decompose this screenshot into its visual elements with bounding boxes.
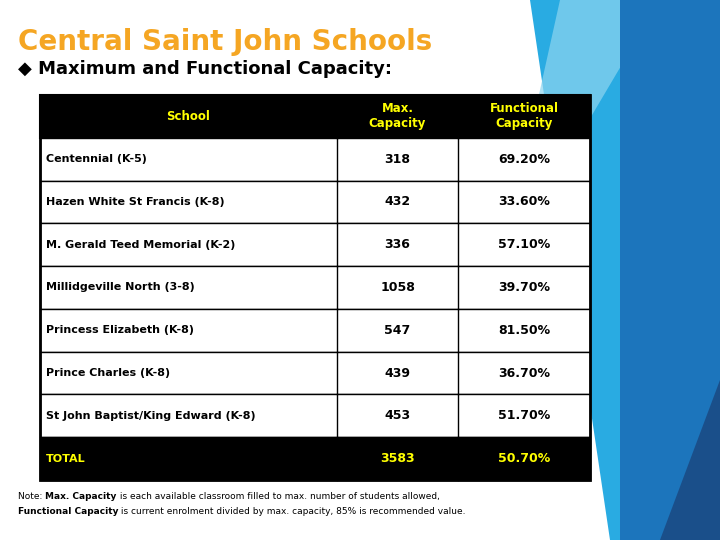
Text: Max. Capacity: Max. Capacity <box>45 492 117 501</box>
Text: Millidgeville North (3-8): Millidgeville North (3-8) <box>46 282 194 293</box>
Text: 81.50%: 81.50% <box>498 324 550 337</box>
Text: 547: 547 <box>384 324 410 337</box>
Bar <box>40 437 590 480</box>
Text: Max.
Capacity: Max. Capacity <box>369 103 426 130</box>
Text: 439: 439 <box>384 367 410 380</box>
Text: School: School <box>166 110 210 123</box>
Text: 50.70%: 50.70% <box>498 452 550 465</box>
Bar <box>40 180 590 224</box>
Text: 336: 336 <box>384 238 410 251</box>
Text: 453: 453 <box>384 409 410 422</box>
Polygon shape <box>620 0 720 540</box>
Text: M. Gerald Teed Memorial (K-2): M. Gerald Teed Memorial (K-2) <box>46 240 235 249</box>
Polygon shape <box>660 380 720 540</box>
Text: 3583: 3583 <box>380 452 415 465</box>
Text: is each available classroom filled to max. number of students allowed,: is each available classroom filled to ma… <box>117 492 439 501</box>
Polygon shape <box>530 0 720 540</box>
Bar <box>40 309 590 352</box>
Text: Hazen White St Francis (K-8): Hazen White St Francis (K-8) <box>46 197 225 207</box>
Bar <box>40 394 590 437</box>
Text: Functional
Capacity: Functional Capacity <box>490 103 559 130</box>
Text: 432: 432 <box>384 195 410 208</box>
Text: 51.70%: 51.70% <box>498 409 550 422</box>
Text: Note:: Note: <box>18 492 45 501</box>
Polygon shape <box>520 0 660 220</box>
Text: 1058: 1058 <box>380 281 415 294</box>
Text: 57.10%: 57.10% <box>498 238 550 251</box>
Text: 318: 318 <box>384 153 410 166</box>
Text: is current enrolment divided by max. capacity, 85% is recommended value.: is current enrolment divided by max. cap… <box>119 507 466 516</box>
Bar <box>40 95 590 480</box>
Text: St John Baptist/King Edward (K-8): St John Baptist/King Edward (K-8) <box>46 411 256 421</box>
Text: 33.60%: 33.60% <box>498 195 550 208</box>
Text: Central Saint John Schools: Central Saint John Schools <box>18 28 432 56</box>
Bar <box>40 224 590 266</box>
Text: TOTAL: TOTAL <box>46 454 86 464</box>
Text: Prince Charles (K-8): Prince Charles (K-8) <box>46 368 170 378</box>
Bar <box>40 266 590 309</box>
Text: 36.70%: 36.70% <box>498 367 550 380</box>
Text: Functional Capacity: Functional Capacity <box>18 507 119 516</box>
Bar <box>40 95 590 138</box>
Text: 39.70%: 39.70% <box>498 281 550 294</box>
Text: Centennial (K-5): Centennial (K-5) <box>46 154 147 164</box>
Text: 69.20%: 69.20% <box>498 153 550 166</box>
Text: Princess Elizabeth (K-8): Princess Elizabeth (K-8) <box>46 325 194 335</box>
Text: ◆ Maximum and Functional Capacity:: ◆ Maximum and Functional Capacity: <box>18 60 392 78</box>
Bar <box>40 138 590 180</box>
Bar <box>40 352 590 394</box>
